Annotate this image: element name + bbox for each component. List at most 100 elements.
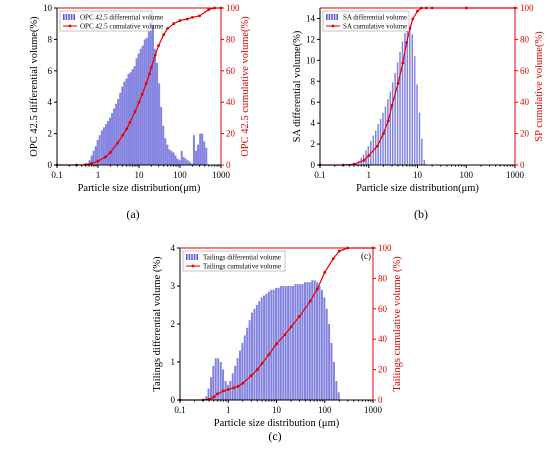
panel-label: (a) <box>126 207 139 221</box>
cumulative-point <box>249 374 253 378</box>
bar <box>389 91 392 165</box>
bar <box>265 293 268 400</box>
bar <box>162 125 165 165</box>
x-axis-title: Particle size distribution (μm) <box>214 418 340 429</box>
cumulative-point <box>162 33 166 37</box>
bar <box>147 31 150 165</box>
cumulative-point <box>396 81 400 85</box>
legend-point-swatch <box>331 24 335 28</box>
bar <box>205 147 208 165</box>
y-left-tick-label: 2 <box>48 129 53 139</box>
y-left-tick-label: 8 <box>311 76 316 86</box>
bar <box>277 287 280 400</box>
cumulative-point <box>121 133 125 137</box>
bar <box>135 58 138 165</box>
bar <box>384 106 387 165</box>
bar <box>279 286 282 400</box>
cumulative-point <box>367 154 371 157</box>
y-left-tick-label: 10 <box>43 3 53 13</box>
bar <box>166 144 169 165</box>
y-right-axis-title: SP cumulative volume(%) <box>534 31 545 142</box>
cumulative-point <box>140 92 144 96</box>
legend-box <box>59 10 153 32</box>
cumulative-point <box>116 141 119 145</box>
cumulative-point <box>315 287 319 291</box>
bar <box>226 384 229 400</box>
cumulative-point <box>96 159 100 163</box>
bar <box>404 33 406 166</box>
bar <box>387 99 389 165</box>
bar <box>176 158 179 165</box>
y-left-tick-label: 4 <box>311 118 316 128</box>
bar <box>219 362 222 400</box>
legend-label: OPC 42.5 differential volume <box>80 14 163 22</box>
cumulative-point <box>260 362 264 365</box>
bar <box>270 289 273 400</box>
bar <box>186 160 189 165</box>
bar <box>214 358 217 400</box>
bar <box>212 365 215 400</box>
bar <box>406 26 409 166</box>
x-tick-label: 1 <box>96 170 101 180</box>
y-right-tick-label: 100 <box>520 3 534 13</box>
bar <box>284 286 287 400</box>
bar <box>125 78 128 165</box>
bar <box>263 295 266 400</box>
bar <box>98 135 101 165</box>
cumulative-point <box>226 387 230 391</box>
legend-bar-swatch <box>333 14 336 20</box>
bar <box>180 150 183 165</box>
legend-bar-swatch <box>63 14 65 20</box>
y-left-tick-label: 2 <box>311 139 316 149</box>
y-left-tick-label: 10 <box>306 55 316 65</box>
bar <box>172 152 175 165</box>
bar <box>222 369 225 400</box>
y-right-tick-label: 80 <box>378 273 388 283</box>
y-right-tick-label: 40 <box>226 97 236 107</box>
cumulative-point <box>308 299 312 303</box>
bar <box>418 112 421 165</box>
bar <box>174 155 177 165</box>
bar <box>119 92 122 165</box>
legend-point-swatch <box>68 24 72 28</box>
x-tick-label: 10 <box>272 405 282 415</box>
bar <box>379 118 382 165</box>
chart-panel-a: 0.1 1 10 100 10000246810020406080100Particle… <box>29 3 251 221</box>
y-right-tick-label: 60 <box>520 66 530 76</box>
bar <box>246 327 249 400</box>
bar <box>243 335 246 400</box>
x-tick-label: 1000 <box>212 170 231 180</box>
bar <box>323 297 326 400</box>
x-tick-label: 100 <box>173 170 187 180</box>
cumulative-point <box>411 17 415 21</box>
x-tick-label: 1000 <box>364 405 383 415</box>
bar <box>231 373 234 400</box>
bar <box>129 72 132 165</box>
legend-label: SA cumulative volume <box>343 23 407 31</box>
legend-label: Tailings differential volume <box>203 254 281 262</box>
bar <box>156 62 159 166</box>
y-right-tick-label: 100 <box>226 3 240 13</box>
y-left-tick-label: 6 <box>311 97 316 107</box>
cumulative-point <box>390 103 394 107</box>
bar-series <box>86 25 208 166</box>
bar <box>260 297 263 400</box>
y-right-tick-label: 60 <box>378 304 388 314</box>
bar <box>423 159 426 165</box>
y-right-tick-label: 80 <box>226 34 236 44</box>
y-left-tick-label: 4 <box>48 97 53 107</box>
cumulative-point <box>298 315 301 318</box>
cumulative-point <box>289 325 293 329</box>
y-right-tick-label: 0 <box>226 160 231 170</box>
bar <box>182 157 185 165</box>
legend-bar-swatch <box>65 14 68 20</box>
bar <box>330 343 333 400</box>
chart-panel-b: 0.1 1 10 100 100002468101214020406080100Part… <box>292 3 545 221</box>
bar <box>190 163 193 165</box>
bar <box>170 150 173 165</box>
bar <box>115 103 118 165</box>
bar <box>143 39 146 165</box>
